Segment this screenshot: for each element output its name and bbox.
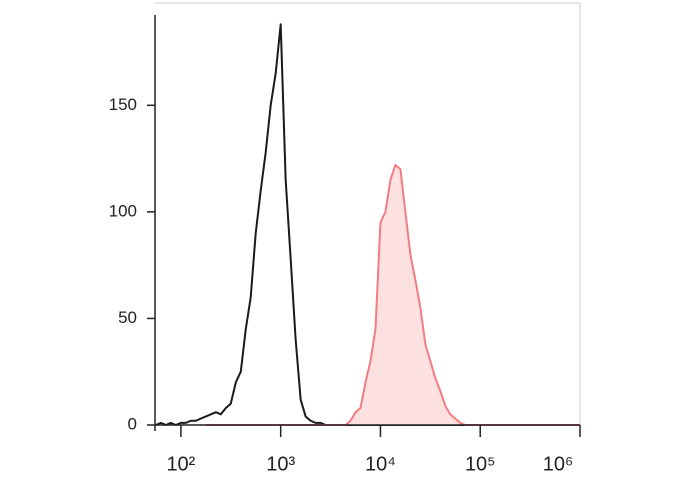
series-line	[155, 23, 580, 426]
x-tick-label: 10⁵	[465, 453, 496, 475]
x-tick-label: 10³	[266, 453, 295, 475]
series-area	[205, 164, 581, 425]
y-tick-label: 150	[109, 95, 137, 114]
y-tick-label: 0	[128, 414, 137, 433]
y-tick-label: 50	[118, 308, 137, 327]
x-tick-label: 10⁴	[365, 453, 396, 475]
x-tick-label: 10²	[166, 453, 195, 475]
x-tick-label: 10⁶	[543, 453, 573, 475]
y-tick-label: 100	[109, 201, 137, 220]
